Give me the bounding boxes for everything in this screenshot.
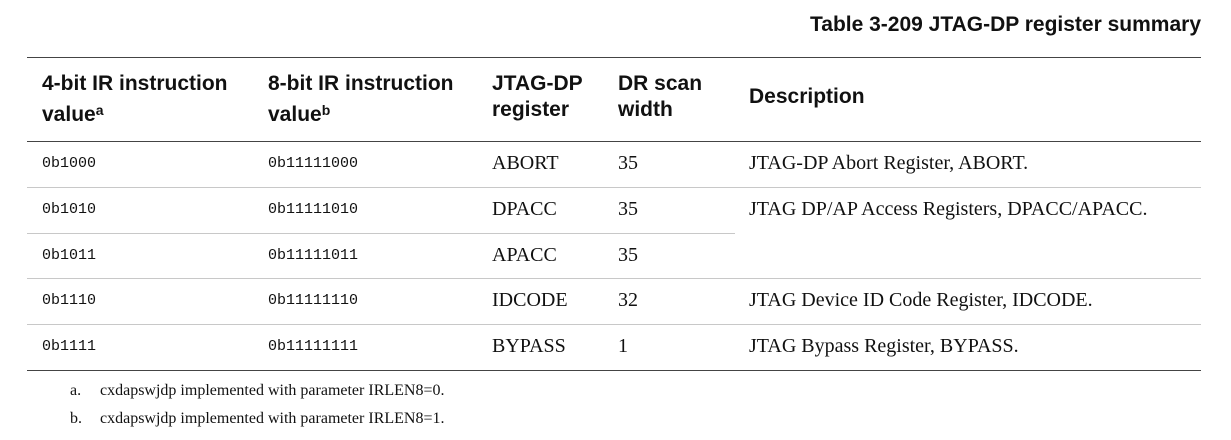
register-name: BYPASS: [492, 335, 566, 357]
description: JTAG Device ID Code Register, IDCODE.: [749, 289, 1093, 311]
header-cell: 4-bit IR instruction valuea: [42, 71, 262, 128]
scan-width: 35: [618, 152, 638, 174]
description: JTAG Bypass Register, BYPASS.: [749, 335, 1019, 357]
header-text: 4-bit IR instruction value: [42, 72, 228, 126]
ir4-value: 0b1011: [42, 247, 97, 264]
header-text: JTAG-DP register: [492, 72, 583, 121]
scan-width: 32: [618, 289, 638, 311]
register-name: DPACC: [492, 198, 557, 220]
scan-width: 1: [618, 335, 628, 357]
top-rule: [27, 57, 1201, 58]
description: JTAG DP/AP Access Registers, DPACC/APACC…: [749, 198, 1148, 220]
row-rule: [27, 187, 1201, 188]
ir4-value: 0b1110: [42, 292, 97, 309]
header-text: DR scan width: [618, 72, 703, 121]
header-cell: DR scan width: [618, 71, 738, 123]
row-rule: [27, 233, 735, 234]
header-text: 8-bit IR instruction value: [268, 72, 454, 126]
scan-width: 35: [618, 198, 638, 220]
ir4-value: 0b1010: [42, 201, 97, 218]
description: JTAG-DP Abort Register, ABORT.: [749, 152, 1029, 174]
ir4-value: 0b1111: [42, 338, 97, 355]
register-name: ABORT: [492, 152, 559, 174]
header-cell: 8-bit IR instruction valueb: [268, 71, 488, 128]
bottom-rule: [27, 370, 1201, 371]
footnote-label: b.: [70, 410, 82, 427]
row-rule: [27, 278, 1201, 279]
footnote-text: cxdapswjdp implemented with parameter IR…: [100, 410, 445, 427]
footnote-text: cxdapswjdp implemented with parameter IR…: [100, 382, 445, 399]
ir8-value: 0b11111011: [268, 247, 359, 264]
register-name: IDCODE: [492, 289, 568, 311]
footnote-ref: b: [321, 102, 331, 118]
register-name: APACC: [492, 244, 557, 266]
footnote-ref: a: [95, 102, 104, 118]
footnote-label: a.: [70, 382, 82, 399]
ir8-value: 0b11111010: [268, 201, 359, 218]
ir4-value: 0b1000: [42, 155, 97, 172]
ir8-value: 0b11111111: [268, 338, 359, 355]
header-text: Description: [749, 85, 865, 108]
header-rule: [27, 141, 1201, 142]
ir8-value: 0b11111110: [268, 292, 359, 309]
header-cell: JTAG-DP register: [492, 71, 612, 123]
row-rule: [27, 324, 1201, 325]
header-cell: Description: [749, 84, 1189, 110]
scan-width: 35: [618, 244, 638, 266]
table-title: Table 3-209 JTAG-DP register summary: [810, 13, 1201, 36]
ir8-value: 0b11111000: [268, 155, 359, 172]
